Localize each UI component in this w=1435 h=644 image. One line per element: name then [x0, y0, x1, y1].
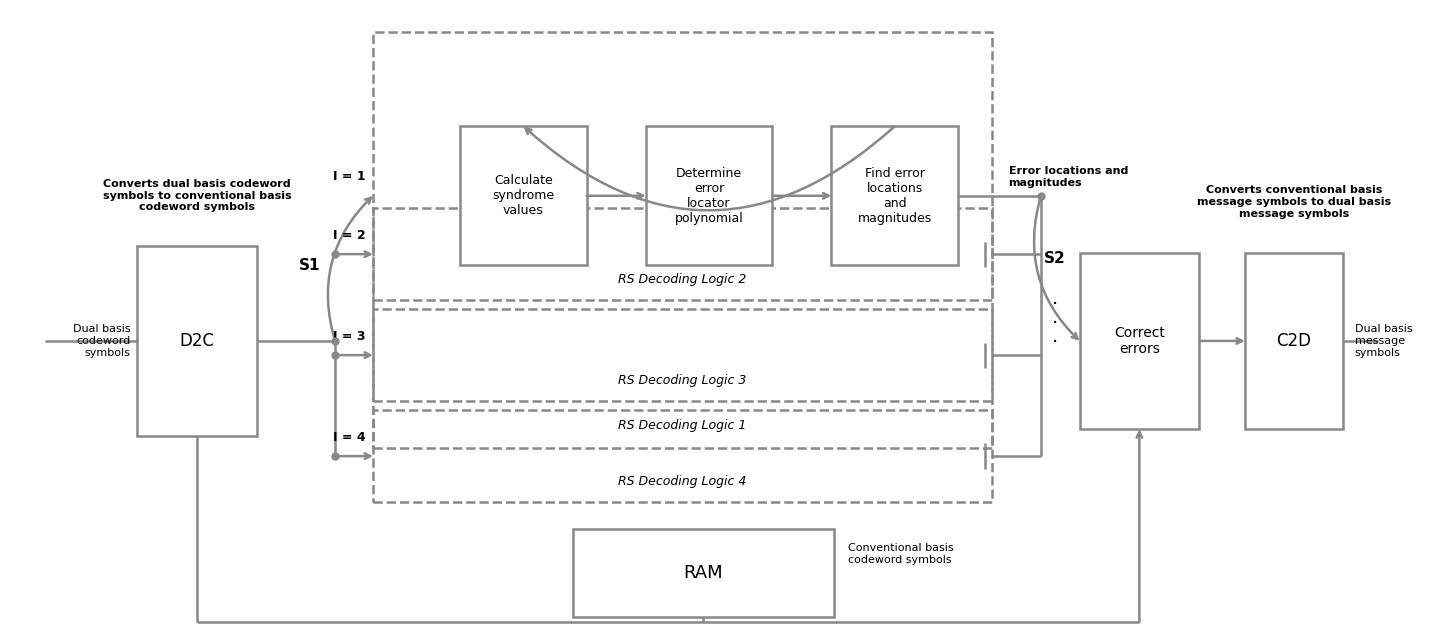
Text: RAM: RAM [683, 564, 723, 582]
Text: Converts conventional basis
message symbols to dual basis
message symbols: Converts conventional basis message symb… [1197, 185, 1391, 219]
Text: RS Decoding Logic 4: RS Decoding Logic 4 [618, 475, 746, 488]
Text: Dual basis
codeword
symbols: Dual basis codeword symbols [73, 325, 131, 357]
FancyBboxPatch shape [574, 529, 834, 618]
FancyBboxPatch shape [461, 126, 587, 265]
Text: Error locations and
magnitudes: Error locations and magnitudes [1009, 166, 1128, 187]
Text: Find error
locations
and
magnitudes: Find error locations and magnitudes [858, 167, 931, 225]
Text: I = 4: I = 4 [333, 431, 366, 444]
Text: I = 1: I = 1 [333, 171, 366, 184]
Text: .: . [1052, 289, 1058, 308]
Text: Correct
errors: Correct errors [1114, 326, 1165, 356]
FancyBboxPatch shape [831, 126, 959, 265]
Text: Converts dual basis codeword
symbols to conventional basis
codeword symbols: Converts dual basis codeword symbols to … [103, 179, 291, 213]
FancyBboxPatch shape [1079, 252, 1200, 430]
Text: Dual basis
message
symbols: Dual basis message symbols [1355, 325, 1412, 357]
Text: Determine
error
locator
polynomial: Determine error locator polynomial [674, 167, 743, 225]
FancyBboxPatch shape [138, 246, 257, 435]
Text: I = 3: I = 3 [333, 330, 366, 343]
FancyBboxPatch shape [646, 126, 772, 265]
Text: RS Decoding Logic 2: RS Decoding Logic 2 [618, 273, 746, 286]
Text: RS Decoding Logic 3: RS Decoding Logic 3 [618, 374, 746, 387]
Text: .: . [1052, 308, 1058, 327]
Text: Calculate
syndrome
values: Calculate syndrome values [492, 175, 554, 217]
Text: S2: S2 [1045, 251, 1066, 267]
Text: C2D: C2D [1277, 332, 1312, 350]
Text: RS Decoding Logic 1: RS Decoding Logic 1 [618, 419, 746, 433]
Text: Conventional basis
codeword symbols: Conventional basis codeword symbols [848, 544, 953, 565]
Text: I = 2: I = 2 [333, 229, 366, 242]
Text: S1: S1 [298, 258, 320, 272]
Text: D2C: D2C [179, 332, 215, 350]
Text: .: . [1052, 327, 1058, 346]
FancyBboxPatch shape [1246, 252, 1343, 430]
